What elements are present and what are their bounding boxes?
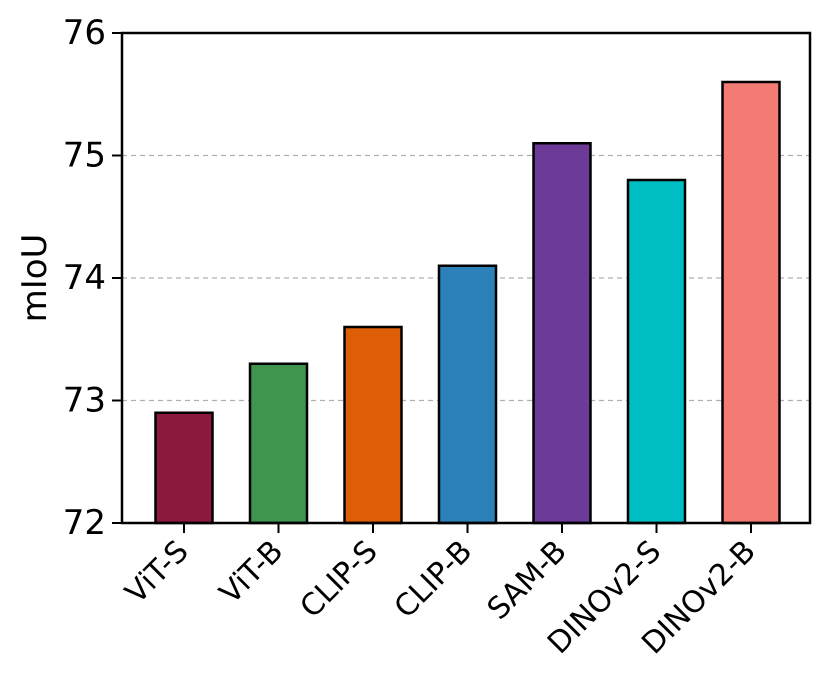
- bar-vit-b: [248, 362, 309, 525]
- bars: [154, 80, 781, 525]
- y-tick-label: 72: [63, 503, 106, 543]
- x-axis-ticks: ViT-S ViT-B CLIP-S CLIP-B SAM-BDINOv2-SDINOv…: [119, 523, 763, 661]
- y-tick-label: 75: [63, 136, 106, 176]
- x-tick-label: ViT-S: [119, 534, 196, 611]
- bar-clip-b: [437, 264, 498, 525]
- x-tick-label: CLIP-S: [294, 534, 385, 625]
- y-axis-title: mIoU: [15, 234, 55, 323]
- y-axis-ticks: 72 73 74 75 76: [63, 13, 122, 543]
- bar-clip-s: [343, 325, 403, 525]
- bar-sam-b: [532, 142, 592, 525]
- x-tick-label: CLIP-B: [388, 534, 479, 625]
- bar-dinov2-s: [626, 178, 687, 525]
- bar-dinov2-b: [721, 80, 781, 525]
- y-tick-label: 74: [63, 258, 106, 298]
- y-tick-label: 73: [63, 381, 106, 421]
- bar-vit-s: [154, 411, 214, 525]
- x-tick-label: ViT-B: [213, 534, 290, 611]
- y-tick-label: 76: [63, 13, 106, 53]
- x-tick-label: SAM-B: [481, 534, 574, 627]
